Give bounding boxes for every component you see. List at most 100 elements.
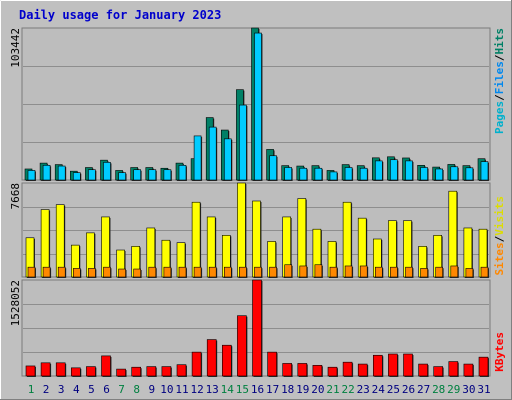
bar-sites-day-22: [344, 265, 353, 278]
bar-kbytes-day-5: [86, 366, 96, 377]
bar-kbytes-day-4: [71, 367, 81, 377]
panel-bars: [24, 27, 489, 181]
bar-kbytes-day-31: [478, 356, 489, 377]
day-label: 22: [341, 383, 354, 396]
day-label: 10: [160, 383, 173, 396]
bar-sites-day-26: [405, 266, 413, 278]
bar-sites-day-14: [224, 266, 232, 278]
bar-sites-day-15: [239, 266, 247, 278]
bar-sites-day-16: [254, 266, 262, 278]
bar-kbytes-day-23: [357, 363, 368, 377]
bar-files-day-24: [374, 160, 383, 181]
bar-kbytes-day-22: [342, 361, 353, 377]
bar-files-day-20: [314, 167, 323, 181]
day-label: 19: [296, 383, 309, 396]
bar-sites-day-29: [450, 265, 459, 278]
bar-files-day-10: [163, 169, 172, 181]
bar-kbytes-day-1: [25, 365, 36, 377]
day-label: 27: [417, 383, 430, 396]
bar-sites-day-2: [42, 266, 51, 278]
legend-hits: Hits: [493, 28, 506, 55]
bar-files-day-29: [450, 166, 459, 181]
day-label: 30: [462, 383, 475, 396]
bar-files-day-26: [405, 160, 413, 181]
bar-files-day-14: [224, 138, 232, 181]
bar-kbytes-day-11: [176, 364, 187, 377]
legend-separator: /: [493, 235, 506, 242]
day-label: 11: [175, 383, 188, 396]
legend-separator: /: [493, 54, 506, 61]
day-label: 20: [311, 383, 324, 396]
bar-kbytes-day-2: [40, 362, 51, 377]
bar-kbytes-day-30: [463, 363, 474, 377]
bar-files-day-6: [103, 162, 111, 181]
bar-files-day-30: [465, 167, 474, 181]
bar-kbytes-day-14: [222, 344, 232, 377]
bar-sites-day-1: [27, 266, 36, 278]
bar-sites-day-28: [435, 266, 444, 278]
bar-sites-day-13: [208, 266, 217, 278]
bar-files-day-23: [359, 167, 368, 181]
bar-visits-day-16: [252, 200, 261, 278]
day-label: 18: [281, 383, 294, 396]
bar-files-day-5: [88, 169, 96, 181]
bar-sites-day-30: [465, 268, 474, 278]
day-label: 3: [58, 383, 65, 396]
day-label: 24: [372, 383, 386, 396]
panel-kbytes: 1528052 KBytes: [9, 279, 506, 377]
y-max-label: 7668: [9, 183, 22, 210]
bar-files-day-8: [133, 169, 141, 181]
bar-files-day-27: [420, 167, 428, 181]
day-label: 28: [432, 383, 445, 396]
day-label: 29: [447, 383, 460, 396]
legend-kbytes: KBytes: [493, 332, 506, 372]
bar-sites-day-31: [480, 266, 489, 278]
day-label: 2: [43, 383, 50, 396]
bar-sites-day-6: [103, 266, 111, 278]
bar-sites-day-27: [420, 268, 428, 278]
bar-files-day-4: [73, 172, 81, 181]
day-label: 26: [402, 383, 415, 396]
day-label: 21: [326, 383, 339, 396]
day-label: 15: [236, 383, 249, 396]
chart-title: Daily usage for January 2023: [19, 8, 221, 22]
bar-sites-day-12: [193, 266, 202, 278]
day-label: 9: [148, 383, 155, 396]
legend-files: Files: [493, 61, 506, 94]
bar-files-day-2: [42, 165, 51, 181]
bar-sites-day-19: [299, 265, 308, 278]
bar-sites-day-17: [269, 266, 277, 278]
bar-files-day-12: [193, 135, 202, 181]
day-label: 7: [118, 383, 125, 396]
y-max-label: 103442: [9, 28, 22, 68]
bar-kbytes-day-26: [403, 353, 413, 377]
bar-kbytes-day-6: [101, 355, 111, 377]
bar-files-day-22: [344, 167, 353, 181]
bar-files-day-31: [480, 161, 489, 181]
bar-visits-day-2: [40, 209, 50, 278]
panel-hits-files-pages: 103442 Pages/Files/Hits: [9, 27, 506, 181]
bar-kbytes-day-19: [297, 363, 308, 377]
day-label: 4: [73, 383, 80, 396]
bar-visits-day-15: [237, 182, 246, 278]
y-max-label: 1528052: [9, 280, 22, 326]
bar-visits-day-12: [191, 201, 201, 278]
day-label: 25: [387, 383, 400, 396]
bar-sites-day-10: [163, 266, 172, 278]
legend-visits-sites: Sites/Visits: [493, 196, 506, 276]
bar-kbytes-day-16: [252, 279, 262, 377]
bar-kbytes-day-28: [433, 366, 444, 377]
bar-kbytes-day-25: [388, 353, 398, 377]
day-label: 23: [357, 383, 370, 396]
day-label: 6: [103, 383, 110, 396]
bar-kbytes-day-7: [116, 368, 126, 377]
bar-sites-day-3: [57, 266, 66, 278]
bar-sites-day-7: [118, 268, 126, 278]
day-label: 1: [28, 383, 35, 396]
bar-files-day-3: [57, 165, 66, 181]
bar-visits-day-19: [297, 198, 307, 278]
bar-kbytes-day-18: [282, 363, 293, 377]
bar-files-day-16: [254, 32, 262, 181]
bar-sites-day-4: [73, 268, 81, 278]
